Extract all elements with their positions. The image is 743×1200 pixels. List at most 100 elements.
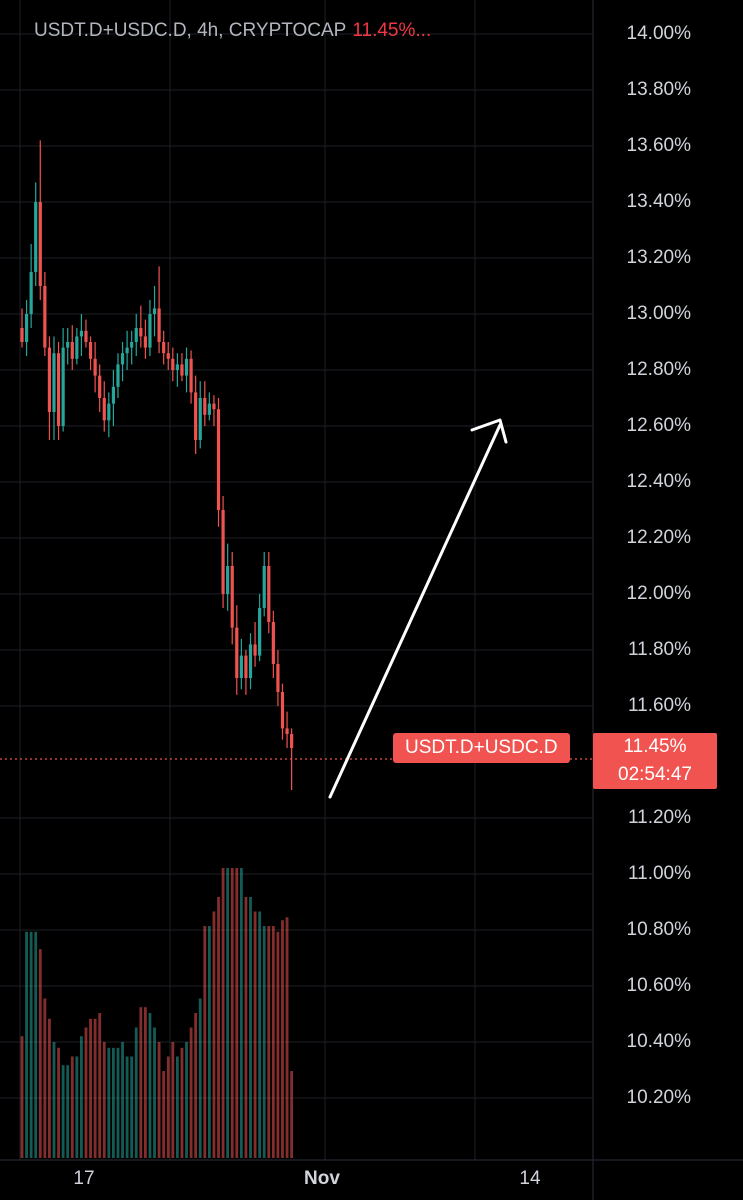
y-tick-label: 10.80%: [626, 919, 691, 940]
candle-body: [102, 398, 106, 421]
y-tick-label: 10.40%: [626, 1031, 691, 1052]
volume-bar: [48, 1018, 51, 1158]
candle-body: [162, 342, 166, 354]
candle-body: [116, 364, 120, 387]
volume-bar: [25, 931, 28, 1158]
candle-body: [84, 330, 88, 342]
volume-bar: [285, 917, 289, 1158]
volume-bar: [75, 1056, 79, 1158]
candle-body: [216, 409, 221, 510]
candle-body: [34, 202, 38, 272]
volume-bar: [148, 1013, 152, 1158]
candle-body: [253, 644, 257, 656]
volume-bar: [134, 1027, 138, 1158]
volume-bar: [121, 1042, 124, 1158]
candle-body: [24, 314, 29, 342]
volume-bar: [162, 1071, 166, 1158]
candle-body: [262, 566, 266, 608]
volume-bar: [171, 1042, 175, 1158]
y-tick-label: 13.00%: [626, 303, 691, 324]
y-tick-label: 12.20%: [626, 527, 691, 548]
candle-body: [194, 392, 198, 440]
x-tick-label: 17: [73, 1168, 95, 1189]
bar-countdown: 02:54:47: [618, 764, 692, 785]
candle-body: [120, 353, 125, 365]
volume-bar: [271, 926, 275, 1158]
y-tick-label: 12.80%: [626, 359, 691, 380]
volume-bar: [262, 926, 266, 1158]
candle-body: [70, 342, 74, 359]
candle-body: [203, 398, 207, 415]
volume-bar: [153, 1027, 156, 1158]
volume-bar: [125, 1056, 129, 1158]
volume-bar: [112, 1047, 115, 1158]
volume-bar: [198, 998, 202, 1158]
candle-body: [66, 342, 70, 348]
volume-bar: [180, 1047, 184, 1158]
candle-body: [148, 314, 152, 348]
volume-bar: [102, 1042, 106, 1158]
volume-bar: [221, 868, 225, 1158]
volume-bar: [34, 931, 38, 1158]
volume-bar: [276, 931, 280, 1158]
y-tick-label: 12.40%: [626, 471, 691, 492]
y-tick-label: 14.00%: [626, 23, 691, 44]
volume-bar: [130, 1056, 134, 1158]
candle-body: [248, 644, 253, 678]
volume-bar: [157, 1042, 161, 1158]
volume-bar: [80, 1036, 83, 1158]
candle-body: [139, 328, 143, 337]
candle-body: [98, 375, 102, 398]
candle-body: [107, 403, 111, 421]
candle-body: [175, 364, 179, 370]
volume-bar: [52, 1042, 56, 1158]
y-tick-label: 12.00%: [626, 583, 691, 604]
candle-body: [130, 342, 134, 348]
arrow-head: [470, 418, 508, 444]
candle-body: [88, 342, 93, 359]
candle-body: [235, 627, 239, 678]
x-tick-label: 14: [519, 1168, 541, 1189]
volume-bar: [230, 868, 234, 1158]
last-price-value: 11.45%: [623, 736, 687, 757]
volume-bar: [207, 926, 211, 1158]
volume-bar: [143, 1007, 147, 1158]
candle-body: [258, 608, 262, 656]
y-tick-label: 11.80%: [627, 639, 691, 660]
volume-bar: [226, 868, 230, 1158]
candle-body: [230, 566, 234, 628]
candle-body: [280, 692, 285, 729]
candle-body: [184, 358, 189, 376]
symbol-header[interactable]: USDT.D+USDC.D, 4h, CRYPTOCAP 11.45%...: [34, 20, 431, 42]
volume-bar: [194, 1013, 198, 1158]
volume-bar: [107, 1047, 111, 1158]
volume-bar: [61, 1065, 65, 1158]
candle-body: [180, 364, 184, 376]
candle-body: [111, 386, 115, 404]
candle-body: [189, 358, 193, 393]
y-tick-label: 10.60%: [626, 975, 691, 996]
volume-bar: [70, 1056, 74, 1158]
volume-bar: [235, 868, 239, 1158]
candle-body: [244, 655, 248, 678]
volume-bar: [139, 1007, 143, 1158]
volume-bar: [116, 1047, 120, 1158]
volume-bar: [212, 911, 216, 1158]
candle-body: [79, 330, 84, 337]
candle-body: [56, 353, 61, 426]
candle-body: [93, 358, 97, 376]
volume-bar: [185, 1042, 188, 1158]
y-tick-label: 11.60%: [627, 695, 691, 716]
volume-bar: [239, 868, 243, 1158]
candle-body: [239, 655, 243, 678]
x-tick-label: Nov: [304, 1168, 340, 1189]
y-tick-label: 13.80%: [626, 79, 691, 100]
volume-bar: [29, 931, 33, 1158]
volume-bar: [98, 1013, 102, 1158]
candle-body: [75, 336, 79, 359]
candle-body: [171, 358, 175, 370]
volume-bar: [89, 1018, 92, 1158]
y-tick-label: 10.20%: [626, 1087, 691, 1108]
